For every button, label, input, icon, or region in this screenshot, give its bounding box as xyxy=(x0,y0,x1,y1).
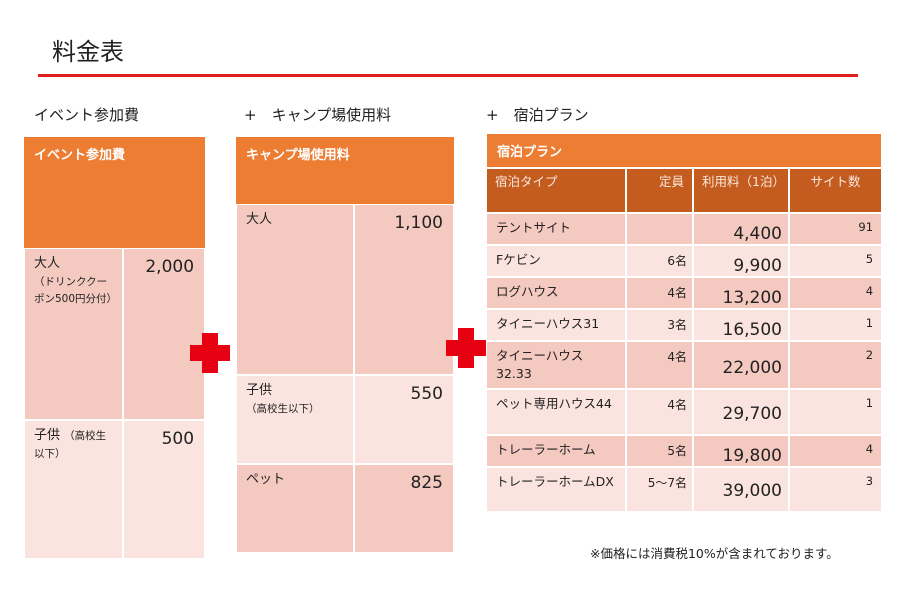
event-child-label: 子供 xyxy=(34,428,61,443)
event-adult-price: 2,000 xyxy=(123,248,206,420)
lodging-capacity: 5名 xyxy=(626,435,693,468)
lodging-sites: 1 xyxy=(789,389,883,436)
lodging-price: 39,000 xyxy=(693,467,789,513)
column-header-capacity: 定員 xyxy=(626,168,693,213)
lodging-capacity: 4名 xyxy=(626,277,693,309)
table-row: トレーラーホームDX 5〜7名 39,000 3 xyxy=(486,467,883,513)
camp-child-label: 子供 xyxy=(246,383,273,398)
plus-icon xyxy=(190,333,230,373)
table-row: 子供 （高校生以下） 500 xyxy=(24,420,206,559)
camp-fee-table: キャンプ場使用料 大人 1,100 子供 （高校生以下） 550 ペット 825 xyxy=(236,137,454,553)
lodging-sites: 91 xyxy=(789,213,883,245)
table-header-row: 宿泊タイプ 定員 利用料（1泊） サイト数 xyxy=(486,168,883,213)
table-row: タイニーハウス32.33 4名 22,000 2 xyxy=(486,341,883,390)
lodging-type: ペット専用ハウス44 xyxy=(486,389,626,436)
title-underline xyxy=(38,74,858,77)
column-header-sites: サイト数 xyxy=(789,168,883,213)
lodging-sites: 5 xyxy=(789,245,883,277)
lodging-price: 13,200 xyxy=(693,277,789,309)
camp-table-header: キャンプ場使用料 xyxy=(236,137,454,204)
lodging-sites: 1 xyxy=(789,309,883,341)
lodging-capacity: 4名 xyxy=(626,341,693,390)
lodging-capacity xyxy=(626,213,693,245)
camp-adult-price: 1,100 xyxy=(354,204,454,375)
lodging-table-header: 宿泊プラン xyxy=(486,133,883,168)
lodging-capacity: 4名 xyxy=(626,389,693,436)
camp-pet-price: 825 xyxy=(354,464,454,553)
lodging-sites: 4 xyxy=(789,435,883,468)
section-label-camp: + キャンプ場使用料 xyxy=(244,106,392,124)
event-table-header: イベント参加費 xyxy=(24,137,206,248)
lodging-type: テントサイト xyxy=(486,213,626,245)
camp-child-sub: （高校生以下） xyxy=(246,402,320,415)
event-child-price: 500 xyxy=(123,420,206,559)
table-row: 大人 1,100 xyxy=(236,204,454,375)
tax-note: ※価格には消費税10%が含まれております。 xyxy=(590,546,839,561)
event-adult-label: 大人 xyxy=(34,256,61,271)
lodging-capacity: 5〜7名 xyxy=(626,467,693,513)
table-row: 子供 （高校生以下） 550 xyxy=(236,375,454,464)
table-row: Fケビン 6名 9,900 5 xyxy=(486,245,883,277)
page-title: 料金表 xyxy=(52,38,124,66)
lodging-price: 16,500 xyxy=(693,309,789,341)
section-label-lodging: + 宿泊プラン xyxy=(486,106,589,124)
camp-pet-label: ペット xyxy=(236,464,354,553)
lodging-capacity: 3名 xyxy=(626,309,693,341)
lodging-type: タイニーハウス32.33 xyxy=(486,341,626,390)
lodging-sites: 2 xyxy=(789,341,883,390)
lodging-price: 19,800 xyxy=(693,435,789,468)
lodging-type: タイニーハウス31 xyxy=(486,309,626,341)
lodging-sites: 4 xyxy=(789,277,883,309)
event-fee-table: イベント参加費 大人 （ドリンククーポン500円分付） 2,000 子供 （高校… xyxy=(24,137,206,559)
table-row: ペット専用ハウス44 4名 29,700 1 xyxy=(486,389,883,436)
lodging-capacity: 6名 xyxy=(626,245,693,277)
table-row: テントサイト 4,400 91 xyxy=(486,213,883,245)
lodging-type: トレーラーホームDX xyxy=(486,467,626,513)
table-row: トレーラーホーム 5名 19,800 4 xyxy=(486,435,883,468)
table-row: 大人 （ドリンククーポン500円分付） 2,000 xyxy=(24,248,206,420)
event-adult-sub: （ドリンククーポン500円分付） xyxy=(34,275,118,306)
section-label-event: イベント参加費 xyxy=(34,106,140,124)
lodging-type: Fケビン xyxy=(486,245,626,277)
lodging-price: 4,400 xyxy=(693,213,789,245)
table-row: ペット 825 xyxy=(236,464,454,553)
plus-icon xyxy=(446,328,486,368)
table-row: ログハウス 4名 13,200 4 xyxy=(486,277,883,309)
column-header-price: 利用料（1泊） xyxy=(693,168,789,213)
table-row: タイニーハウス31 3名 16,500 1 xyxy=(486,309,883,341)
event-child-sub: （高校生以下） xyxy=(34,430,107,460)
lodging-price: 29,700 xyxy=(693,389,789,436)
lodging-type: トレーラーホーム xyxy=(486,435,626,468)
lodging-type: ログハウス xyxy=(486,277,626,309)
camp-child-price: 550 xyxy=(354,375,454,464)
column-header-type: 宿泊タイプ xyxy=(486,168,626,213)
lodging-plan-table: 宿泊プラン 宿泊タイプ 定員 利用料（1泊） サイト数 テントサイト 4,400… xyxy=(486,133,883,513)
lodging-sites: 3 xyxy=(789,467,883,513)
lodging-price: 9,900 xyxy=(693,245,789,277)
camp-adult-label: 大人 xyxy=(236,204,354,375)
lodging-price: 22,000 xyxy=(693,341,789,390)
